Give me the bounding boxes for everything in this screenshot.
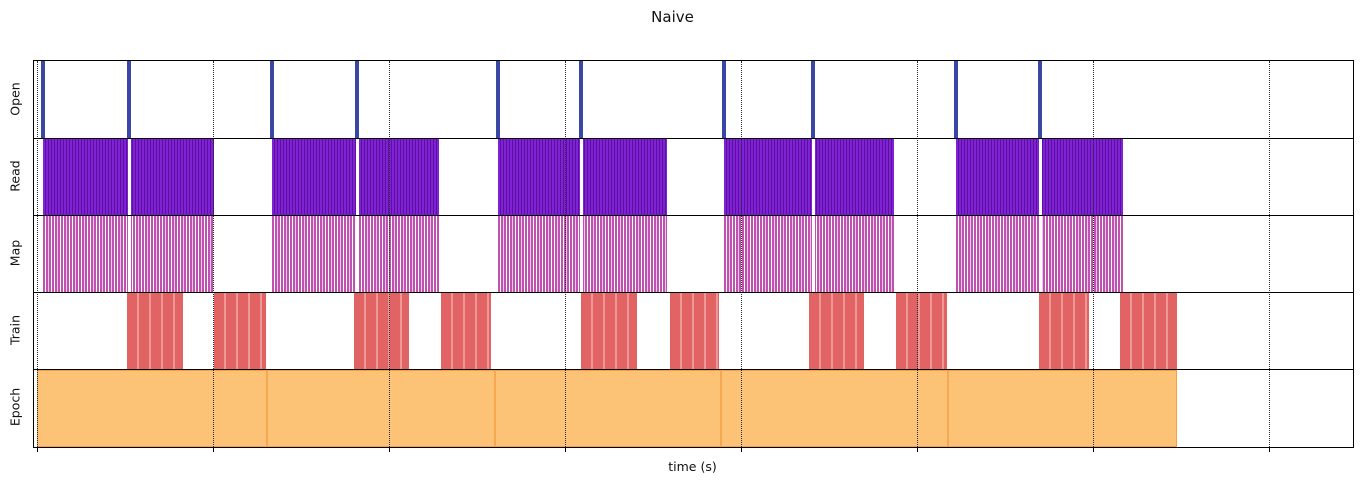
event-block-train (896, 292, 947, 370)
plot-area (33, 60, 1354, 452)
block-gap-read (355, 138, 359, 216)
event-line-open (41, 61, 45, 139)
row-label-epoch: Epoch (7, 388, 23, 427)
event-block-read (498, 138, 667, 216)
event-block-read (724, 138, 894, 216)
x-tick (213, 447, 214, 452)
x-tick (37, 447, 38, 452)
x-gridline (37, 61, 38, 447)
event-block-train (670, 292, 719, 370)
block-gap-read (811, 138, 815, 216)
block-gap-read (1038, 138, 1042, 216)
x-tick (917, 447, 918, 452)
event-line-open (722, 61, 726, 139)
row-epoch (34, 369, 1353, 447)
event-line-open (270, 61, 274, 139)
row-label-map: Map (7, 239, 23, 267)
row-open (34, 61, 1353, 139)
epoch-divider (494, 370, 496, 446)
block-gap-read (127, 138, 131, 216)
epoch-divider (266, 370, 268, 446)
event-block-train (809, 292, 864, 370)
chart-title: Naive (651, 8, 694, 26)
event-block-epoch (37, 369, 1177, 447)
block-gap-map (1038, 215, 1042, 293)
x-gridline (1269, 61, 1270, 447)
block-gap-map (355, 215, 359, 293)
x-gridline (565, 61, 566, 447)
event-block-train (581, 292, 637, 370)
event-line-open (954, 61, 958, 139)
epoch-divider (720, 370, 722, 446)
event-block-train (1120, 292, 1177, 370)
row-separator (34, 137, 1353, 139)
event-block-train (441, 292, 491, 370)
x-tick (389, 447, 390, 452)
row-map (34, 215, 1353, 293)
x-tick (741, 447, 742, 452)
x-axis-label: time (s) (668, 459, 717, 474)
event-block-map (498, 215, 667, 293)
row-separator (34, 214, 1353, 216)
row-read (34, 138, 1353, 216)
x-gridline (917, 61, 918, 447)
row-label-read: Read (7, 160, 23, 192)
event-line-open (811, 61, 815, 139)
event-line-open (127, 61, 131, 139)
row-separator (34, 292, 1353, 294)
block-gap-map (811, 215, 815, 293)
x-tick (565, 447, 566, 452)
x-tick (1269, 447, 1270, 452)
event-line-open (355, 61, 359, 139)
event-block-train (214, 292, 266, 370)
block-gap-read (579, 138, 583, 216)
event-block-train (127, 292, 183, 370)
event-block-map (724, 215, 894, 293)
row-separator (34, 369, 1353, 371)
event-block-train (1039, 292, 1089, 370)
row-train (34, 292, 1353, 370)
x-gridline (741, 61, 742, 447)
event-line-open (496, 61, 500, 139)
row-label-open: Open (7, 81, 23, 116)
event-line-open (579, 61, 583, 139)
event-block-train (354, 292, 409, 370)
event-line-open (1038, 61, 1042, 139)
epoch-divider (947, 370, 949, 446)
x-gridline (389, 61, 390, 447)
x-gridline (213, 61, 214, 447)
x-tick (1093, 447, 1094, 452)
row-label-train: Train (7, 315, 23, 346)
block-gap-map (127, 215, 131, 293)
block-gap-map (579, 215, 583, 293)
x-gridline (1093, 61, 1094, 447)
